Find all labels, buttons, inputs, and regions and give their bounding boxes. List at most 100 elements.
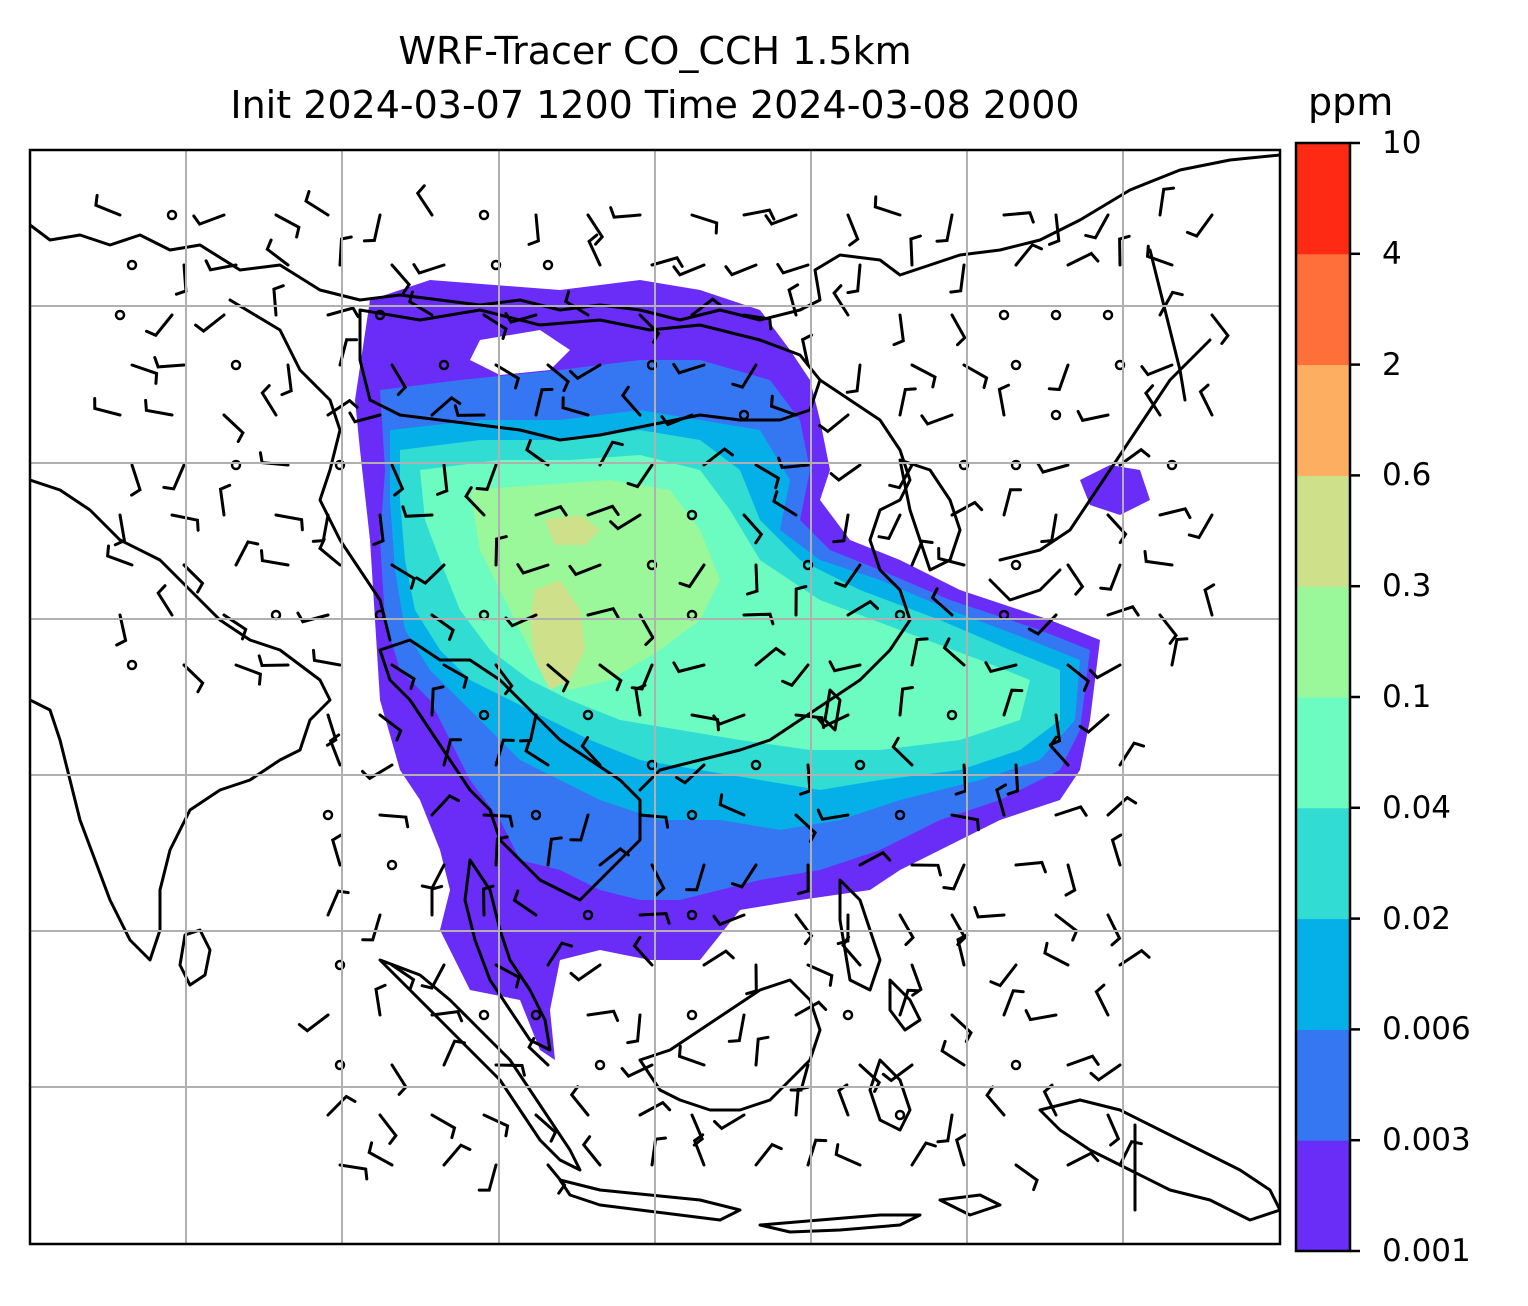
wind-barb <box>1064 863 1077 897</box>
coastline-sulawesi <box>868 1058 912 1132</box>
colorbar-tick-label: 0.04 <box>1382 789 1452 826</box>
wind-barb <box>1040 513 1058 544</box>
wind-barb <box>218 483 232 517</box>
wind-barb <box>678 563 706 589</box>
colorbar-unit-label: ppm <box>1308 80 1394 124</box>
colorbar-segment <box>1296 143 1350 255</box>
wind-barb <box>361 763 394 781</box>
wind-calm-marker <box>686 509 698 521</box>
wind-barb <box>516 563 550 575</box>
wind-barb <box>361 913 382 942</box>
wind-barb <box>130 463 142 497</box>
wind-barb <box>910 637 929 667</box>
wind-barb <box>769 394 798 417</box>
wind-barb <box>950 313 967 347</box>
wind-barb <box>712 713 746 726</box>
wind-barb <box>1027 613 1058 636</box>
wind-barb <box>115 613 128 647</box>
wind-barb <box>828 660 862 673</box>
wind-barb <box>713 1113 746 1131</box>
wind-barb <box>296 611 330 624</box>
wind-barb <box>561 396 590 417</box>
wind-barb <box>93 397 122 417</box>
colorbar-tick-label: 0.6 <box>1382 457 1432 494</box>
wind-barb <box>834 563 862 589</box>
wind-barb <box>156 584 174 617</box>
wind-barb <box>754 1142 783 1167</box>
wind-barb <box>274 213 301 239</box>
wind-barb <box>935 213 954 243</box>
wind-barb <box>745 963 758 996</box>
colorbar-tick-label: 4 <box>1382 235 1402 272</box>
wind-barb <box>712 913 746 927</box>
wind-barb <box>390 663 416 690</box>
wind-barb <box>436 463 449 496</box>
colorbar <box>1294 141 1360 1253</box>
wind-calm-marker <box>1050 309 1062 321</box>
wind-calm-marker <box>374 309 386 321</box>
wind-barb <box>378 813 410 829</box>
coastline-java <box>558 1178 742 1222</box>
wind-barb <box>910 363 937 389</box>
wind-barb <box>222 413 245 444</box>
wind-calm-marker <box>334 1059 346 1071</box>
wind-barb <box>1076 410 1110 423</box>
wind-barb <box>898 988 920 1017</box>
wind-barb <box>304 190 330 217</box>
wind-barb <box>442 738 463 767</box>
wind-barb <box>1002 211 1035 224</box>
wind-calm-marker <box>582 909 594 921</box>
wind-barb <box>846 213 860 247</box>
wind-barb <box>836 913 850 946</box>
wind-barb <box>796 863 810 896</box>
wind-barb <box>415 563 446 585</box>
wind-barb <box>1066 563 1085 596</box>
wind-barb <box>372 513 385 546</box>
tracer-patch-korea <box>1080 465 1150 515</box>
wind-barb <box>586 504 620 517</box>
wind-barb <box>390 363 408 396</box>
wind-barb <box>234 663 262 686</box>
tracer-level-6b <box>545 515 600 545</box>
wind-barb <box>940 1039 966 1067</box>
wind-barb <box>772 490 798 517</box>
wind-calm-marker <box>1166 459 1178 471</box>
wind-barb <box>257 654 290 668</box>
wind-barb <box>776 263 810 275</box>
wind-barb <box>430 884 444 917</box>
wind-barb <box>546 663 570 693</box>
wind-barb <box>464 486 486 517</box>
wind-barb <box>430 794 460 817</box>
wind-barb <box>942 637 966 667</box>
wind-barb <box>620 1063 654 1078</box>
wind-calm-marker <box>230 359 242 371</box>
wind-barb <box>984 661 1018 674</box>
wind-barb <box>638 912 671 925</box>
wind-barb <box>1066 1151 1100 1167</box>
wind-calm-marker <box>894 809 906 821</box>
wind-barb <box>1106 913 1122 947</box>
wind-barb <box>182 663 205 694</box>
wind-barb <box>1185 213 1214 238</box>
wind-barb <box>690 297 723 317</box>
wind-barb <box>730 863 758 889</box>
wind-barb <box>512 889 538 917</box>
coastline-newguinea <box>1038 1098 1280 1222</box>
wind-barb <box>442 663 469 689</box>
wind-barb <box>609 206 642 219</box>
wind-barb <box>546 941 573 967</box>
wind-barb <box>420 963 446 990</box>
colorbar-segment <box>1296 697 1350 809</box>
wind-calm-marker <box>686 909 698 921</box>
wind-barb <box>816 713 850 729</box>
colorbar-tick-label: 0.3 <box>1382 568 1432 605</box>
colorbar-segment <box>1296 807 1350 920</box>
wind-barb <box>378 713 403 742</box>
wind-barb <box>846 263 862 295</box>
wind-barb <box>949 263 966 294</box>
wind-barb <box>568 563 602 577</box>
wind-barb <box>632 935 654 967</box>
wind-barb <box>1078 713 1110 734</box>
wind-barb <box>1118 948 1151 967</box>
wind-barb <box>1066 663 1091 692</box>
